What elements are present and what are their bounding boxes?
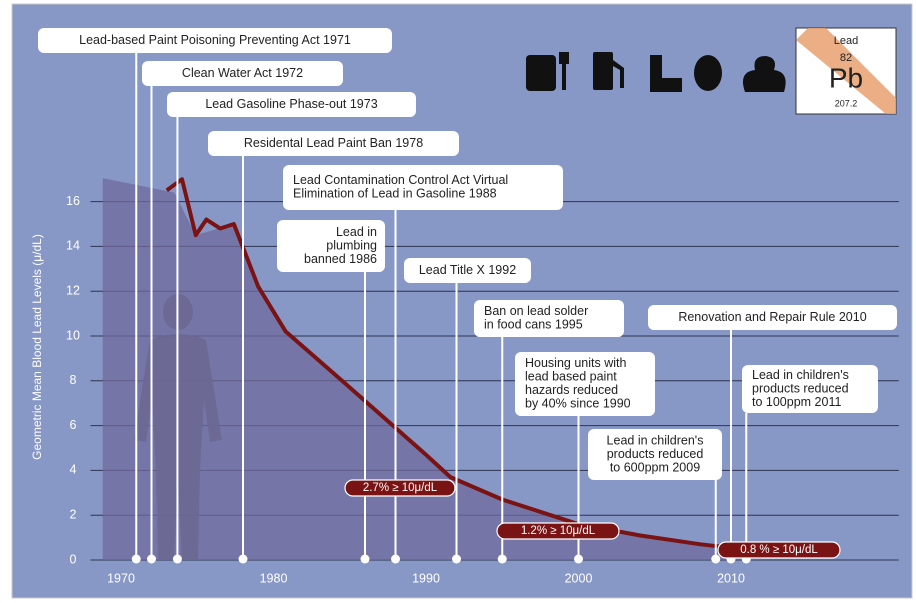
annotation-text: lead based paint: [525, 370, 617, 384]
annotation-text: hazards reduced: [525, 383, 618, 397]
x-tick-label: 2010: [717, 571, 745, 585]
annotation-text: plumbing: [326, 238, 377, 252]
annotation-box: [742, 365, 878, 413]
annotation-text: to 600ppm 2009: [610, 460, 700, 474]
annotation-text: in food cans 1995: [484, 318, 583, 332]
annotation-text: products reduced: [607, 447, 704, 461]
annotation-dot: [147, 554, 156, 564]
element-number: 82: [840, 52, 852, 64]
area: [102, 178, 762, 560]
badge: [344, 479, 456, 497]
annotation-text: Lead in children's: [752, 368, 849, 382]
annotation-box: [474, 300, 624, 337]
annotation-box: [283, 165, 563, 210]
annotation-text: Lead Contamination Control Act Virtual: [293, 173, 508, 187]
annotation-box: [404, 258, 531, 283]
x-tick-label: 2000: [565, 571, 593, 585]
annotation-text: Housing units with: [525, 356, 626, 370]
y-tick-label: 0: [70, 552, 77, 566]
annotation-box: [167, 92, 416, 117]
badge-text: 0.8 % ≥ 10μ/dL: [740, 544, 818, 556]
y-tick-label: 12: [66, 283, 80, 297]
annotation-text: products reduced: [752, 381, 849, 395]
x-tick-label: 1980: [260, 571, 288, 585]
annotation-box: [515, 352, 655, 416]
icons: [526, 52, 786, 92]
annotation-dot: [131, 554, 141, 564]
x-tick-label: 1990: [412, 571, 440, 585]
y-tick-label: 8: [70, 373, 77, 387]
annotation-text: by 40% since 1990: [525, 397, 631, 411]
annotation-dot: [360, 554, 370, 564]
badge-text: 1.2% ≥ 10μ/dL: [521, 525, 596, 537]
element-box: Lead 82 Pb 207.2: [795, 27, 897, 115]
annotation-text: Residental Lead Paint Ban 1978: [244, 136, 423, 150]
annotation-text: Lead-based Paint Poisoning Preventing Ac…: [79, 33, 351, 47]
annotation-text: Elimination of Lead in Gasoline 1988: [293, 187, 497, 201]
y-tick-label: 4: [70, 463, 77, 477]
y-tick-label: 6: [70, 418, 77, 432]
annotation-dot: [497, 554, 507, 564]
element-symbol: Pb: [829, 62, 863, 93]
x-tick-label: 1970: [107, 571, 135, 585]
annotation-text: Lead in: [336, 225, 377, 239]
annotation-dot: [391, 554, 400, 564]
annotation-dot: [172, 554, 182, 564]
annotation-text: Lead Gasoline Phase-out 1973: [205, 97, 377, 111]
annotation-text: banned 1986: [304, 252, 377, 266]
annotation-box: [38, 28, 392, 53]
annotation-text: Lead Title X 1992: [419, 263, 516, 277]
annotation-dot: [238, 554, 248, 564]
line: [165, 177, 762, 552]
annotation-dot: [711, 554, 721, 564]
badge: [717, 541, 841, 559]
y-axis-label: Geometric Mean Blood Lead Levels (μ/dL): [30, 234, 44, 460]
annotation-box: [142, 61, 343, 86]
annotation-dot: [574, 554, 583, 564]
annotation-text: to 100ppm 2011: [752, 395, 841, 409]
badge-text: 2.7% ≥ 10μ/dL: [363, 482, 438, 494]
element-name: Lead: [834, 35, 858, 47]
badge: [496, 522, 620, 540]
annotation-text: Clean Water Act 1972: [182, 66, 303, 80]
annotation-box: [588, 429, 722, 480]
element-mass: 207.2: [835, 98, 858, 108]
y-tick-label: 2: [70, 507, 77, 521]
annotation-text: Ban on lead solder: [484, 304, 588, 318]
annotation-box: [208, 131, 459, 156]
annotation-text: Renovation and Repair Rule 2010: [678, 310, 866, 324]
strike: [796, 28, 896, 114]
annotation-text: Lead in children's: [607, 433, 704, 447]
annotation-dot: [452, 554, 461, 564]
y-tick-label: 16: [66, 194, 80, 208]
annotation-box: [648, 305, 897, 330]
annotation-box: [277, 220, 385, 272]
y-tick-label: 10: [66, 328, 80, 342]
y-tick-label: 14: [66, 239, 80, 253]
